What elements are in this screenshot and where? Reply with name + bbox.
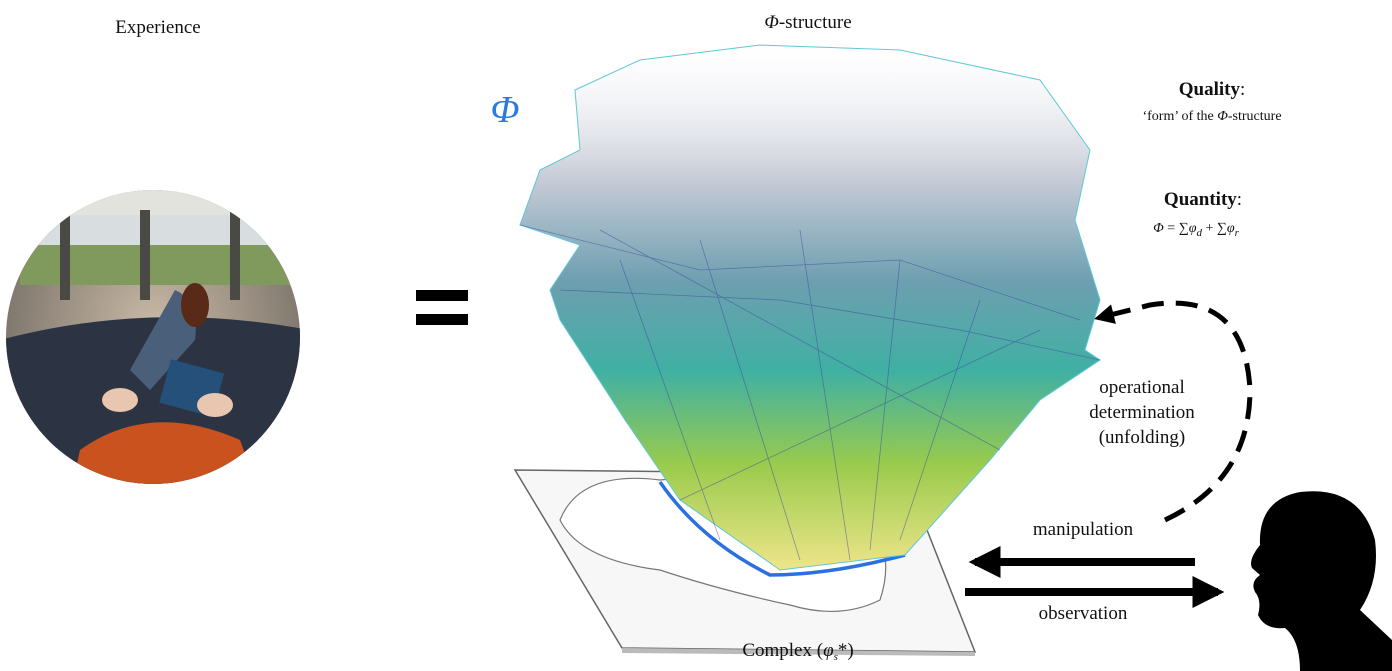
loop-label: operational determination (unfolding) xyxy=(1089,377,1195,448)
phi-structure xyxy=(519,44,1101,571)
quantity-formula: Φ = ∑φd + ∑φr xyxy=(1153,221,1239,239)
complex-label: Complex (φs*) xyxy=(742,640,853,663)
formula-part: d xyxy=(1196,227,1202,239)
title-symbol: Φ xyxy=(764,12,778,33)
structure-title: Φ-structure xyxy=(764,12,851,33)
quantity-heading: Quantity: xyxy=(1164,189,1242,210)
formula-part: φ xyxy=(1227,221,1235,236)
complex-part: s xyxy=(834,651,838,663)
observation-label: observation xyxy=(1039,603,1128,624)
formula-part: Φ xyxy=(1153,221,1164,236)
quality-part: ‘form’ of the xyxy=(1142,109,1217,124)
formula-part: + ∑ xyxy=(1202,221,1227,236)
quality-colon: : xyxy=(1240,79,1245,100)
manipulation-label: manipulation xyxy=(1033,519,1134,540)
formula-part: r xyxy=(1235,227,1240,239)
title-rest: -structure xyxy=(779,12,852,33)
loop-line: operational xyxy=(1099,377,1184,398)
quality-part: -structure xyxy=(1228,109,1282,124)
complex-part: φ xyxy=(823,640,834,661)
loop-line: (unfolding) xyxy=(1099,427,1186,448)
complex-part: *) xyxy=(838,640,854,661)
unfolding-arrow xyxy=(1094,300,1253,523)
quality-text: ‘form’ of the Φ-structure xyxy=(1142,109,1281,124)
plane-edge xyxy=(622,648,975,656)
quantity-word: Quantity xyxy=(1164,189,1237,210)
equals-bar xyxy=(416,314,468,325)
structure-edges xyxy=(519,224,1101,561)
formula-part: φ xyxy=(1189,221,1197,236)
experience-title: Experience xyxy=(115,17,200,38)
quality-part: Φ xyxy=(1217,109,1228,124)
complex-part: Complex ( xyxy=(742,640,823,661)
loop-line: determination xyxy=(1089,402,1195,423)
phi-symbol: Φ xyxy=(491,89,520,131)
experience-image xyxy=(6,190,300,484)
quantity-colon: : xyxy=(1237,189,1242,210)
equals-bar xyxy=(416,290,468,301)
complex-border xyxy=(658,481,906,577)
quality-word: Quality xyxy=(1179,79,1241,100)
formula-part: = ∑ xyxy=(1164,221,1189,236)
quality-heading: Quality: xyxy=(1179,79,1246,100)
observer-head xyxy=(1251,491,1392,671)
